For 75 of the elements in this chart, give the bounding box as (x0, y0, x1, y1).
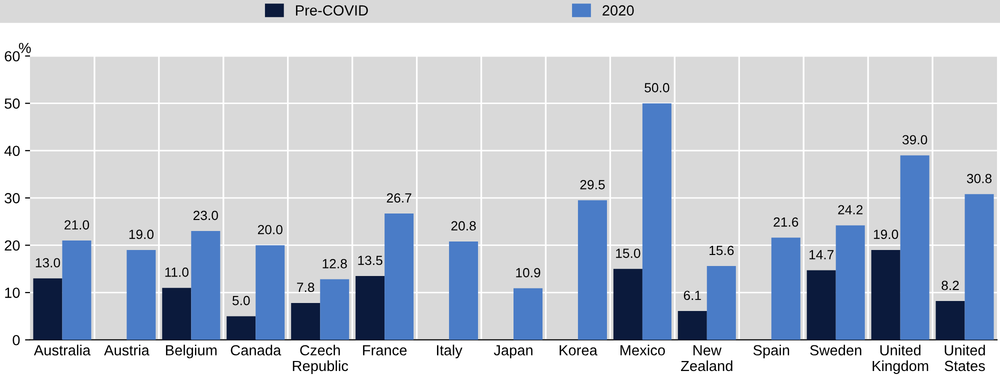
data-label: 13.5 (358, 256, 382, 266)
x-tick-label: Mexico (620, 344, 665, 356)
data-label: 12.8 (322, 259, 347, 268)
data-label: 19.0 (874, 230, 898, 240)
data-label: 10.9 (516, 268, 540, 278)
x-tick-label: Czech Republic (292, 344, 348, 374)
data-label: 21.6 (774, 217, 798, 227)
data-label: 21.0 (64, 220, 90, 230)
data-label: 15.0 (616, 248, 640, 258)
bar (256, 245, 285, 340)
data-label: 24.2 (838, 205, 863, 214)
x-tick-label: Austria (104, 344, 150, 356)
y-tick-label: 40 (4, 146, 20, 156)
bar (613, 268, 642, 340)
x-tick-label: France (363, 345, 407, 356)
bar (356, 276, 385, 340)
bar (806, 270, 836, 340)
data-label: 23.0 (193, 210, 218, 220)
bar (771, 238, 800, 340)
data-label: 11.0 (165, 268, 188, 277)
bar (226, 316, 256, 340)
data-label: 7.8 (297, 282, 314, 292)
y-tick-label: 60 (4, 51, 20, 62)
bar (706, 266, 736, 340)
data-label: 15.6 (710, 246, 734, 256)
legend-label: 2020 (602, 5, 634, 16)
y-tick-label: 0 (12, 334, 20, 346)
data-label: 6.1 (684, 290, 701, 300)
data-label: 20.0 (258, 224, 282, 234)
data-label: 26.7 (386, 193, 412, 203)
data-label: 8.2 (942, 280, 959, 290)
data-label: 30.8 (966, 174, 992, 184)
data-label: 20.8 (451, 221, 476, 231)
x-tick-label: Belgium (166, 344, 217, 358)
bar (836, 225, 865, 340)
bar (871, 250, 900, 340)
y-axis-title: % (18, 42, 31, 54)
bar (291, 302, 320, 340)
bar (936, 301, 965, 340)
x-tick-label: United States (944, 344, 985, 372)
data-label: 39.0 (902, 135, 928, 144)
data-label: 19.0 (129, 230, 154, 240)
bar (964, 194, 994, 340)
x-tick-label: United Kingdom (872, 344, 928, 374)
y-tick-label: 50 (4, 98, 20, 109)
data-label: 5.0 (232, 296, 250, 306)
y-tick-label: 10 (5, 288, 20, 298)
bar (126, 250, 156, 340)
x-tick-label: Australia (34, 344, 91, 356)
bar (578, 200, 607, 340)
y-tick-label: 20 (4, 240, 20, 251)
bar (678, 310, 707, 340)
bar (384, 214, 414, 340)
x-tick-label: New Zealand (681, 345, 732, 372)
x-tick-label: Spain (753, 344, 790, 358)
bar (900, 155, 930, 340)
x-tick-label: Korea (560, 345, 598, 356)
bar (642, 103, 672, 340)
data-label: 13.0 (36, 258, 60, 268)
bar (514, 288, 543, 340)
data-label: 14.7 (809, 250, 834, 260)
x-tick-label: Sweden (810, 344, 862, 356)
bar (33, 278, 62, 340)
bar (191, 231, 220, 340)
bar (449, 241, 478, 340)
data-label: 29.5 (580, 180, 605, 190)
x-tick-label: Canada (230, 344, 282, 356)
x-tick-label: Japan (494, 345, 532, 358)
bar (320, 279, 350, 340)
legend-label: Pre-COVID (296, 5, 368, 16)
data-label: 50.0 (644, 83, 670, 92)
bar (162, 288, 192, 340)
x-tick-label: Italy (437, 344, 462, 358)
bar (62, 240, 92, 340)
y-tick-label: 30 (4, 193, 20, 204)
